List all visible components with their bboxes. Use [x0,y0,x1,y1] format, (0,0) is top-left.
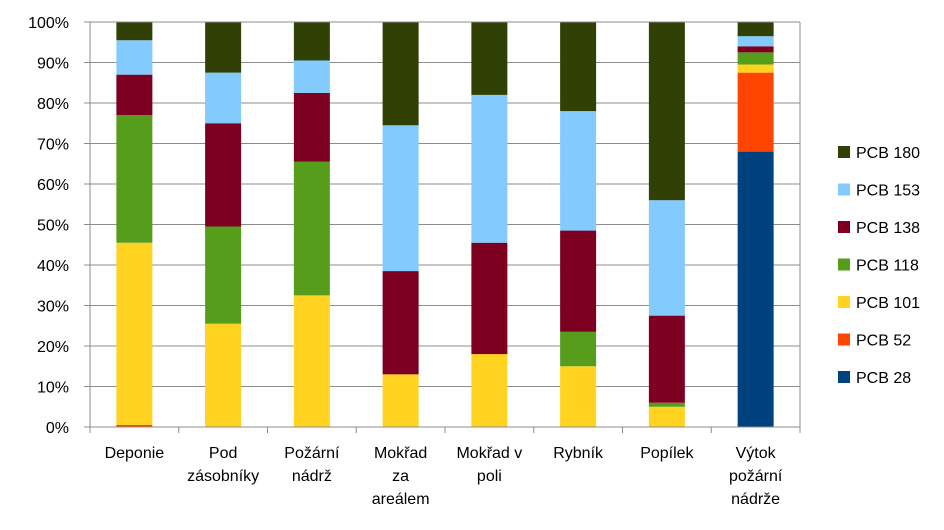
legend-swatch [838,296,850,308]
y-tick-label: 60% [37,177,69,194]
y-tick-label: 90% [37,56,69,73]
bar-segment-pcb-101 [648,406,685,427]
y-tick-label: 100% [28,15,69,32]
bar-segment-pcb-180 [560,22,597,112]
bar-segment-pcb-180 [116,22,153,41]
legend-swatch [838,183,850,196]
legend-swatch [838,221,850,233]
y-tick-label: 30% [37,299,69,316]
bar-segment-pcb-118 [293,161,330,296]
bar-segment-pcb-101 [205,323,242,427]
bars [116,22,774,427]
y-tick-label: 20% [37,339,69,356]
x-category-label: Popílek [640,445,694,462]
legend: PCB 180 PCB 153 PCB 138 PCB 118 PCB 101 PCB 5… [838,145,920,387]
bar-segment-pcb-118 [205,226,242,324]
bar-segment-pcb-138 [205,123,242,227]
bar-segment-pcb-180 [648,22,685,201]
legend-swatch [838,258,850,271]
bar-segment-pcb-118 [116,115,153,243]
bar-segment-pcb-153 [560,111,597,231]
bar-segment-pcb-101 [293,295,330,427]
legend-label: PCB 180 [856,145,920,162]
bar-segment-pcb-138 [560,230,597,332]
legend-label: PCB 153 [856,183,920,200]
bar-segment-pcb-118 [648,402,685,407]
x-category-label: Pod [209,445,237,462]
x-category-label: Rybník [553,445,604,462]
legend-swatch [838,333,850,346]
legend-label: PCB 52 [856,333,911,350]
y-tick-label: 10% [37,380,69,397]
bar-segment-pcb-180 [293,22,330,61]
bar-segment-pcb-153 [648,200,685,316]
y-tick-label: 80% [37,96,69,113]
bar-segment-pcb-180 [471,22,508,95]
y-tick-label: 40% [37,258,69,275]
axes [84,21,801,433]
legend-swatch [838,371,850,383]
x-category-label: areálem [372,491,430,508]
bar-segment-pcb-138 [737,46,774,53]
x-axis-category-labels: Deponie Pod zásobníky Požární nádrž Mokřad za a… [105,445,783,508]
bar-segment-pcb-138 [293,92,330,162]
bar-segment-pcb-138 [382,271,419,375]
y-tick-label: 50% [37,218,69,235]
bar-segment-pcb-153 [293,60,330,93]
legend-label: PCB 28 [856,370,911,387]
legend-swatch [838,146,850,158]
y-axis-tick-labels: 0% 10% 20% 30% 40% 50% 60% 70% 80% 90% 100% [28,15,69,437]
bar-segment-pcb-118 [737,52,774,65]
bar-segment-pcb-180 [382,22,419,126]
x-category-label: Mokřad [374,445,427,462]
bar-segment-pcb-101 [560,366,597,427]
bar-segment-pcb-101 [737,64,774,73]
y-tick-label: 70% [37,137,69,154]
bar-segment-pcb-52 [737,72,774,152]
x-category-label: za [392,468,409,485]
bar-segment-pcb-180 [737,22,774,37]
x-category-label: Požární [284,445,340,462]
bar-segment-pcb-153 [382,125,419,272]
bar-segment-pcb-153 [471,94,508,243]
y-tick-label: 0% [46,420,69,437]
bar-segment-pcb-138 [116,74,153,116]
x-category-label: požární [729,468,783,485]
bar-segment-pcb-101 [471,354,508,427]
bar-segment-pcb-28 [737,151,774,427]
bar-segment-pcb-153 [205,72,242,124]
bar-segment-pcb-118 [560,331,597,367]
bar-segment-pcb-180 [205,22,242,73]
x-category-label: Mokřad v [456,445,522,462]
legend-label: PCB 101 [856,295,920,312]
bar-segment-pcb-153 [116,40,153,75]
bar-segment-pcb-101 [382,374,419,427]
x-category-label: Výtok [736,445,777,462]
x-category-label: Deponie [105,445,165,462]
bar-segment-pcb-138 [471,242,508,355]
grid-lines [90,21,800,387]
legend-label: PCB 138 [856,220,920,237]
x-category-label: zásobníky [187,468,259,485]
bar-segment-pcb-101 [116,242,153,425]
x-category-label: nádrže [731,491,780,508]
bar-segment-pcb-153 [737,36,774,47]
x-category-label: nádrž [292,468,332,485]
legend-label: PCB 118 [856,258,919,275]
bar-segment-pcb-138 [648,315,685,403]
x-category-label: poli [477,468,502,485]
bar-segment-pcb-52 [116,424,153,427]
